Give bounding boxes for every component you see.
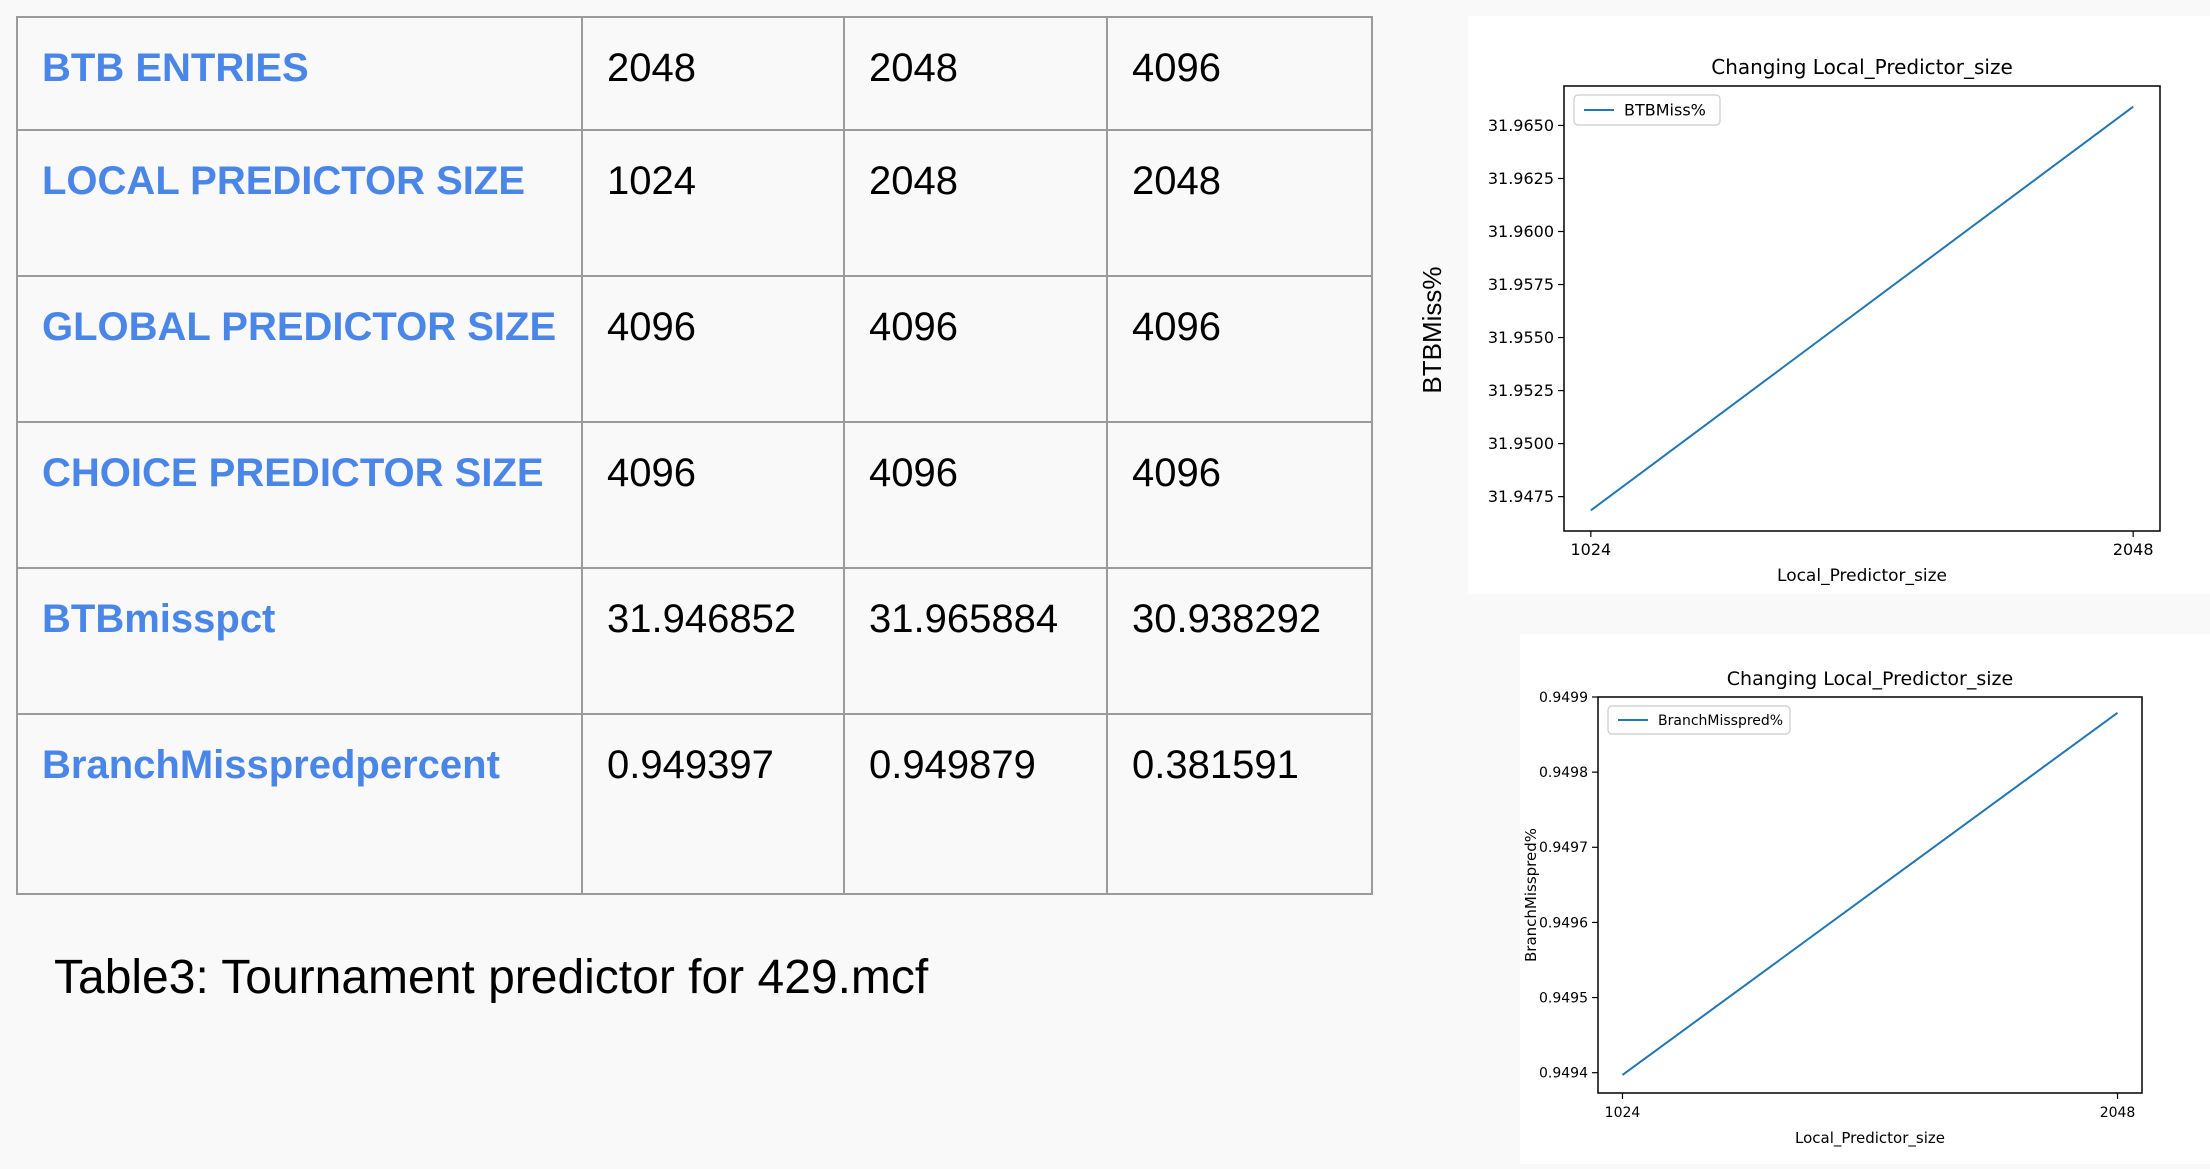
table-cell: 2048 [581,16,845,131]
y-tick-label: 0.9496 [1539,915,1588,931]
table-cell: 31.946852 [581,567,845,715]
y-tick-label: 0.9494 [1539,1066,1588,1082]
chart-title: Changing Local_Predictor_size [1711,55,2013,79]
table-cell: 1024 [581,129,845,277]
row-label: GLOBAL PREDICTOR SIZE [16,275,583,423]
btb-miss-chart-svg: Changing Local_Predictor_size 1024 2048 31.… [1488,55,2161,586]
side-y-axis-label-text: BTBMiss% [1417,266,1447,393]
x-axis-label: Local_Predictor_size [1795,1129,1945,1148]
table-cell: 4096 [581,275,845,423]
x-tick-label: 1024 [1605,1105,1641,1121]
table-row: GLOBAL PREDICTOR SIZE 4096 4096 4096 [16,275,1373,423]
table-cell: 31.965884 [843,567,1108,715]
y-tick-label: 31.9550 [1488,328,1554,347]
table-cell: 30.938292 [1106,567,1373,715]
table-cell: 0.949879 [843,713,1108,895]
y-tick-label: 31.9525 [1488,381,1554,400]
y-tick-label: 0.9497 [1539,840,1588,856]
table-cell: 4096 [1106,275,1373,423]
series-line [1590,105,2134,512]
y-tick-label: 0.9499 [1539,690,1588,706]
legend-label: BranchMisspred% [1658,713,1783,729]
x-axis-label: Local_Predictor_size [1777,566,1947,586]
table-cell: 4096 [843,275,1108,423]
legend-label: BTBMiss% [1624,101,1706,120]
table-row: BranchMisspredpercent 0.949397 0.949879 … [16,713,1373,895]
row-label: BTB ENTRIES [16,16,583,131]
row-label: BTBmisspct [16,567,583,715]
chart-title: Changing Local_Predictor_size [1727,668,2013,690]
table-row: CHOICE PREDICTOR SIZE 4096 4096 4096 [16,421,1373,569]
results-table: BTB ENTRIES 2048 2048 4096 LOCAL PREDICT… [16,16,1373,895]
table-cell: 2048 [843,16,1108,131]
legend-box [1573,94,1721,126]
branch-misspred-chart: Changing Local_Predictor_size 1024 2048 0.9… [1520,634,2210,1164]
y-tick-label: 31.9650 [1488,116,1554,135]
table-cell: 2048 [1106,129,1373,277]
table-cell: 0.381591 [1106,713,1373,895]
table-cell: 2048 [843,129,1108,277]
x-tick-label: 2048 [2100,1105,2136,1121]
y-tick-label: 0.9498 [1539,765,1588,781]
side-y-axis-label: BTBMiss% [1417,266,1447,393]
row-label: CHOICE PREDICTOR SIZE [16,421,583,569]
y-tick-label: 31.9575 [1488,275,1554,294]
y-tick-label: 31.9625 [1488,169,1554,188]
x-tick-label: 1024 [1570,540,1611,559]
y-tick-label: 31.9475 [1488,487,1554,506]
table-row: LOCAL PREDICTOR SIZE 1024 2048 2048 [16,129,1373,277]
row-label: LOCAL PREDICTOR SIZE [16,129,583,277]
table-row: BTB ENTRIES 2048 2048 4096 [16,16,1373,131]
table-cell: 4096 [1106,16,1373,131]
y-tick-label: 0.9495 [1539,990,1588,1006]
table-caption: Table3: Tournament predictor for 429.mcf [54,951,929,1004]
branch-misspred-chart-svg: Changing Local_Predictor_size 1024 2048 0.9… [1522,668,2143,1148]
x-tick-label: 2048 [2113,540,2154,559]
table-cell: 4096 [1106,421,1373,569]
table-row: BTBmisspct 31.946852 31.965884 30.938292 [16,567,1373,715]
y-tick-label: 31.9500 [1488,434,1554,453]
y-axis-label: BranchMisspred% [1522,828,1540,962]
table-cell: 4096 [843,421,1108,569]
y-tick-label: 31.9600 [1488,222,1554,241]
series-line [1621,711,2119,1076]
table-cell: 0.949397 [581,713,845,895]
row-label: BranchMisspredpercent [16,713,583,895]
table-cell: 4096 [581,421,845,569]
btb-miss-chart: Changing Local_Predictor_size 1024 2048 31.… [1468,16,2210,594]
legend-box [1607,705,1791,735]
